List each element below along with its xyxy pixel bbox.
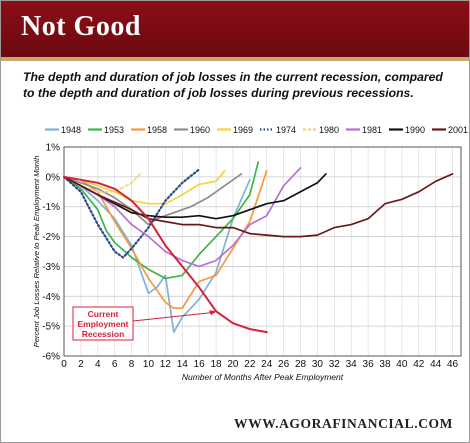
x-tick-label: 12 bbox=[160, 359, 172, 370]
banner-title: Not Good bbox=[21, 11, 141, 42]
legend-label-1960: 1960 bbox=[190, 125, 210, 135]
x-tick-label: 8 bbox=[129, 359, 135, 370]
x-tick-label: 2 bbox=[78, 359, 84, 370]
series-line-2007 bbox=[63, 175, 268, 334]
x-tick-label: 18 bbox=[210, 359, 222, 370]
series-line-1974 bbox=[62, 168, 201, 259]
x-tick-label: 34 bbox=[346, 359, 358, 370]
x-tick-label: 16 bbox=[194, 359, 206, 370]
y-tick-label: -6% bbox=[42, 352, 60, 363]
x-tick-label: 22 bbox=[244, 359, 256, 370]
x-tick-label: 28 bbox=[295, 359, 307, 370]
x-tick-label: 26 bbox=[278, 359, 290, 370]
title-banner: Not Good bbox=[1, 1, 469, 61]
x-tick-label: 36 bbox=[363, 359, 375, 370]
legend-label-1948: 1948 bbox=[61, 125, 81, 135]
y-tick-label: 1% bbox=[46, 143, 61, 154]
annotation-arrow bbox=[132, 311, 216, 322]
chart-subtitle: The depth and duration of job losses in … bbox=[23, 70, 443, 100]
y-tick-label: 0% bbox=[46, 172, 61, 183]
series-line-1953 bbox=[63, 161, 260, 280]
legend-label-1958: 1958 bbox=[147, 125, 167, 135]
series-line-1981 bbox=[63, 167, 302, 268]
x-tick-label: 24 bbox=[261, 359, 273, 370]
series-line-1990 bbox=[63, 173, 327, 220]
annotation-text: Recession bbox=[82, 329, 125, 339]
annotation-text: Employment bbox=[77, 319, 128, 329]
x-tick-label: 38 bbox=[379, 359, 391, 370]
x-tick-label: 10 bbox=[143, 359, 155, 370]
y-tick-label: -4% bbox=[42, 292, 60, 303]
x-axis-title: Number of Months After Peak Employment bbox=[182, 372, 344, 382]
x-tick-label: 14 bbox=[177, 359, 189, 370]
legend-label-1981: 1981 bbox=[362, 125, 382, 135]
y-tick-label: -1% bbox=[42, 202, 60, 213]
legend-label-2001: 2001 bbox=[448, 125, 468, 135]
legend-label-1953: 1953 bbox=[104, 125, 124, 135]
x-tick-label: 4 bbox=[95, 359, 101, 370]
y-tick-label: -3% bbox=[42, 262, 60, 273]
x-tick-label: 30 bbox=[312, 359, 324, 370]
x-tick-label: 0 bbox=[61, 359, 67, 370]
x-tick-label: 20 bbox=[227, 359, 239, 370]
legend-label-1974: 1974 bbox=[276, 125, 296, 135]
annotation-text: Current bbox=[88, 309, 119, 319]
annotation-box bbox=[72, 306, 134, 341]
y-tick-label: -2% bbox=[42, 232, 60, 243]
x-tick-label: 32 bbox=[329, 359, 341, 370]
source-credit: WWW.AGORAFINANCIAL.COM bbox=[234, 416, 453, 431]
plot-area bbox=[63, 146, 462, 357]
legend-label-1990: 1990 bbox=[405, 125, 425, 135]
legend-label-1980: 1980 bbox=[319, 125, 339, 135]
x-tick-label: 6 bbox=[112, 359, 118, 370]
annotation-arrowhead bbox=[209, 310, 217, 316]
series-line-2001 bbox=[63, 173, 454, 238]
x-tick-label: 46 bbox=[447, 359, 459, 370]
y-tick-label: -5% bbox=[42, 322, 60, 333]
x-tick-label: 40 bbox=[396, 359, 408, 370]
series-line-1969 bbox=[63, 170, 226, 205]
x-tick-label: 42 bbox=[413, 359, 425, 370]
x-tick-label: 44 bbox=[430, 359, 442, 370]
y-axis-title: Percent Job Losses Relative to Peak Empl… bbox=[32, 156, 41, 348]
legend-label-1969: 1969 bbox=[233, 125, 253, 135]
